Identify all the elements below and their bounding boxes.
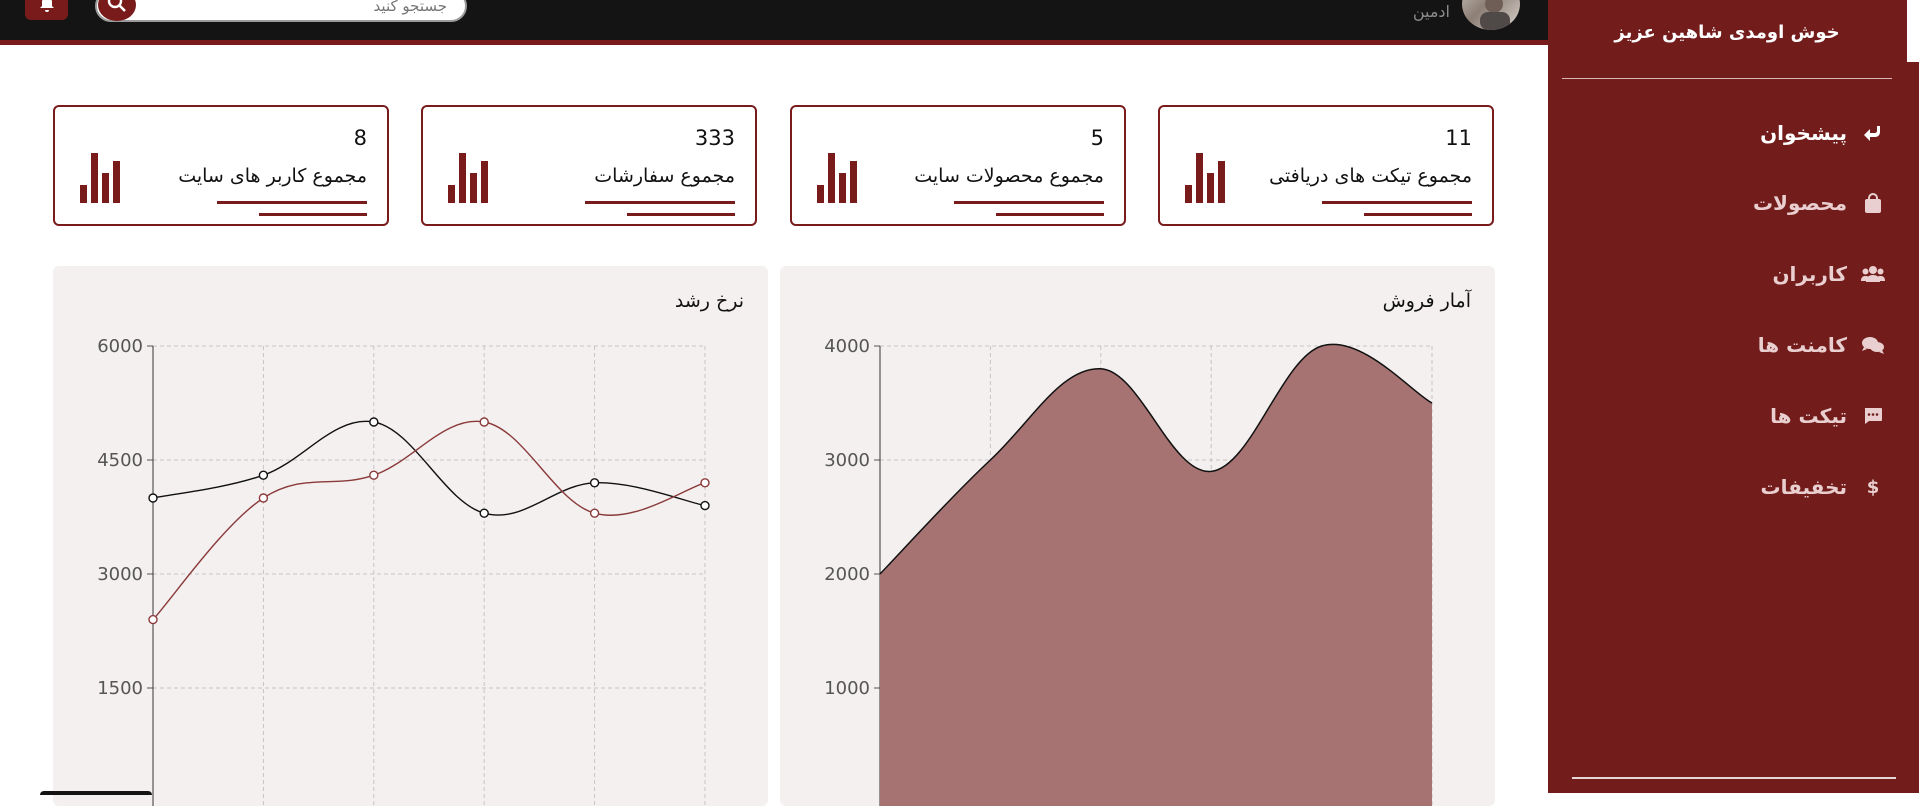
sidebar [1548,0,1919,793]
y-tick-label: 6000 [97,336,143,357]
search-box [95,0,467,22]
sidebar-accent [1907,0,1919,62]
sidebar-item-label: محصولات [1752,191,1847,215]
avatar[interactable] [1462,0,1520,30]
sidebar-item-label: کامنت ها [1757,333,1847,357]
card-underline [1364,213,1472,216]
sidebar-item-label: پیشخوان [1760,121,1847,145]
welcome-text: خوش اومدی شاهین عزیز [1614,22,1840,43]
bar-chart-icon [448,153,488,203]
stat-card-users: 8 مجموع کاربر های سایت [53,105,389,226]
stat-label: مجموع محصولات سایت [914,165,1104,187]
stat-card-products: 5 مجموع محصولات سایت [790,105,1126,226]
users-icon [1861,265,1885,283]
y-tick-label: 4500 [97,450,143,471]
sidebar-divider [1562,78,1892,79]
chart-title: نرخ رشد [674,290,744,312]
sidebar-item-users[interactable]: کاربران [1640,256,1885,292]
stat-value: 11 [1445,126,1472,150]
y-tick-label: 1000 [824,678,870,699]
sidebar-item-label: تیکت ها [1770,404,1847,428]
sidebar-item-dashboard[interactable]: پیشخوان [1640,115,1885,151]
data-point [258,470,269,480]
stat-value: 5 [1090,126,1104,150]
comments-icon [1861,336,1885,354]
sidebar-divider [1572,777,1896,779]
bar-chart-icon [1185,153,1225,203]
card-underline [217,201,367,204]
search-icon [107,0,127,17]
bar-chart-icon [80,153,120,203]
reply-arrow-icon [1861,124,1885,142]
growth-line-chart: 1500 3000 4500 6000 [97,336,710,806]
y-tick-label: 2000 [824,564,870,585]
stat-label: مجموع تیکت های دریافتی [1269,165,1472,187]
series-line [152,420,706,516]
sidebar-item-label: تخفیفات [1760,475,1847,499]
data-point [700,500,710,511]
admin-label: ادمین [1412,2,1450,21]
series-line [879,343,1433,575]
stat-label: مجموع سفارشات [594,165,735,187]
sidebar-item-tickets[interactable]: تیکت ها [1640,398,1885,434]
data-point [148,614,158,625]
sidebar-item-comments[interactable]: کامنت ها [1640,327,1885,363]
data-point [258,493,269,503]
shopping-bag-icon [1861,193,1885,213]
stat-card-tickets: 11 مجموع تیکت های دریافتی [1158,105,1494,226]
growth-chart-panel: 1500 3000 4500 6000 نرخ رشد [53,266,768,806]
y-tick-label: 3000 [97,564,143,585]
bell-icon [38,0,56,17]
area-fill [880,344,1432,806]
chart-title: آمار فروش [1382,290,1471,312]
data-point [479,508,489,518]
card-underline [259,213,367,216]
stat-label: مجموع کاربر های سایت [178,165,367,187]
dollar-icon: $ [1866,476,1880,498]
y-tick-label: 4000 [824,336,870,357]
card-underline [954,201,1104,204]
top-bar: ادمین [0,0,1548,45]
bar-chart-icon [817,153,857,203]
notification-button[interactable] [25,0,68,20]
card-underline [1322,201,1472,204]
card-underline [996,213,1104,216]
card-underline [627,213,735,216]
search-input[interactable] [145,0,449,20]
data-point [589,508,600,518]
stat-value: 333 [694,126,735,150]
message-icon [1861,407,1885,425]
series-line [152,420,706,621]
sales-area-chart: 1000 2000 3000 4000 [824,336,1433,806]
sidebar-item-discounts[interactable]: تخفیفات $ [1640,469,1885,505]
data-point [589,478,600,488]
data-point [479,417,489,427]
data-point [369,417,379,427]
data-point [369,470,379,480]
card-underline [585,201,735,204]
stat-card-orders: 333 مجموع سفارشات [421,105,757,226]
data-point [148,493,158,503]
sidebar-item-products[interactable]: محصولات [1640,185,1885,221]
sidebar-item-label: کاربران [1772,262,1847,286]
data-point [700,478,710,488]
stat-value: 8 [353,126,367,150]
y-tick-label: 3000 [824,450,870,471]
bottom-tab [40,791,152,795]
sales-chart-panel: 1000 2000 3000 4000 آمار فروش [780,266,1495,806]
search-button[interactable] [98,0,136,21]
y-tick-label: 1500 [97,678,143,699]
